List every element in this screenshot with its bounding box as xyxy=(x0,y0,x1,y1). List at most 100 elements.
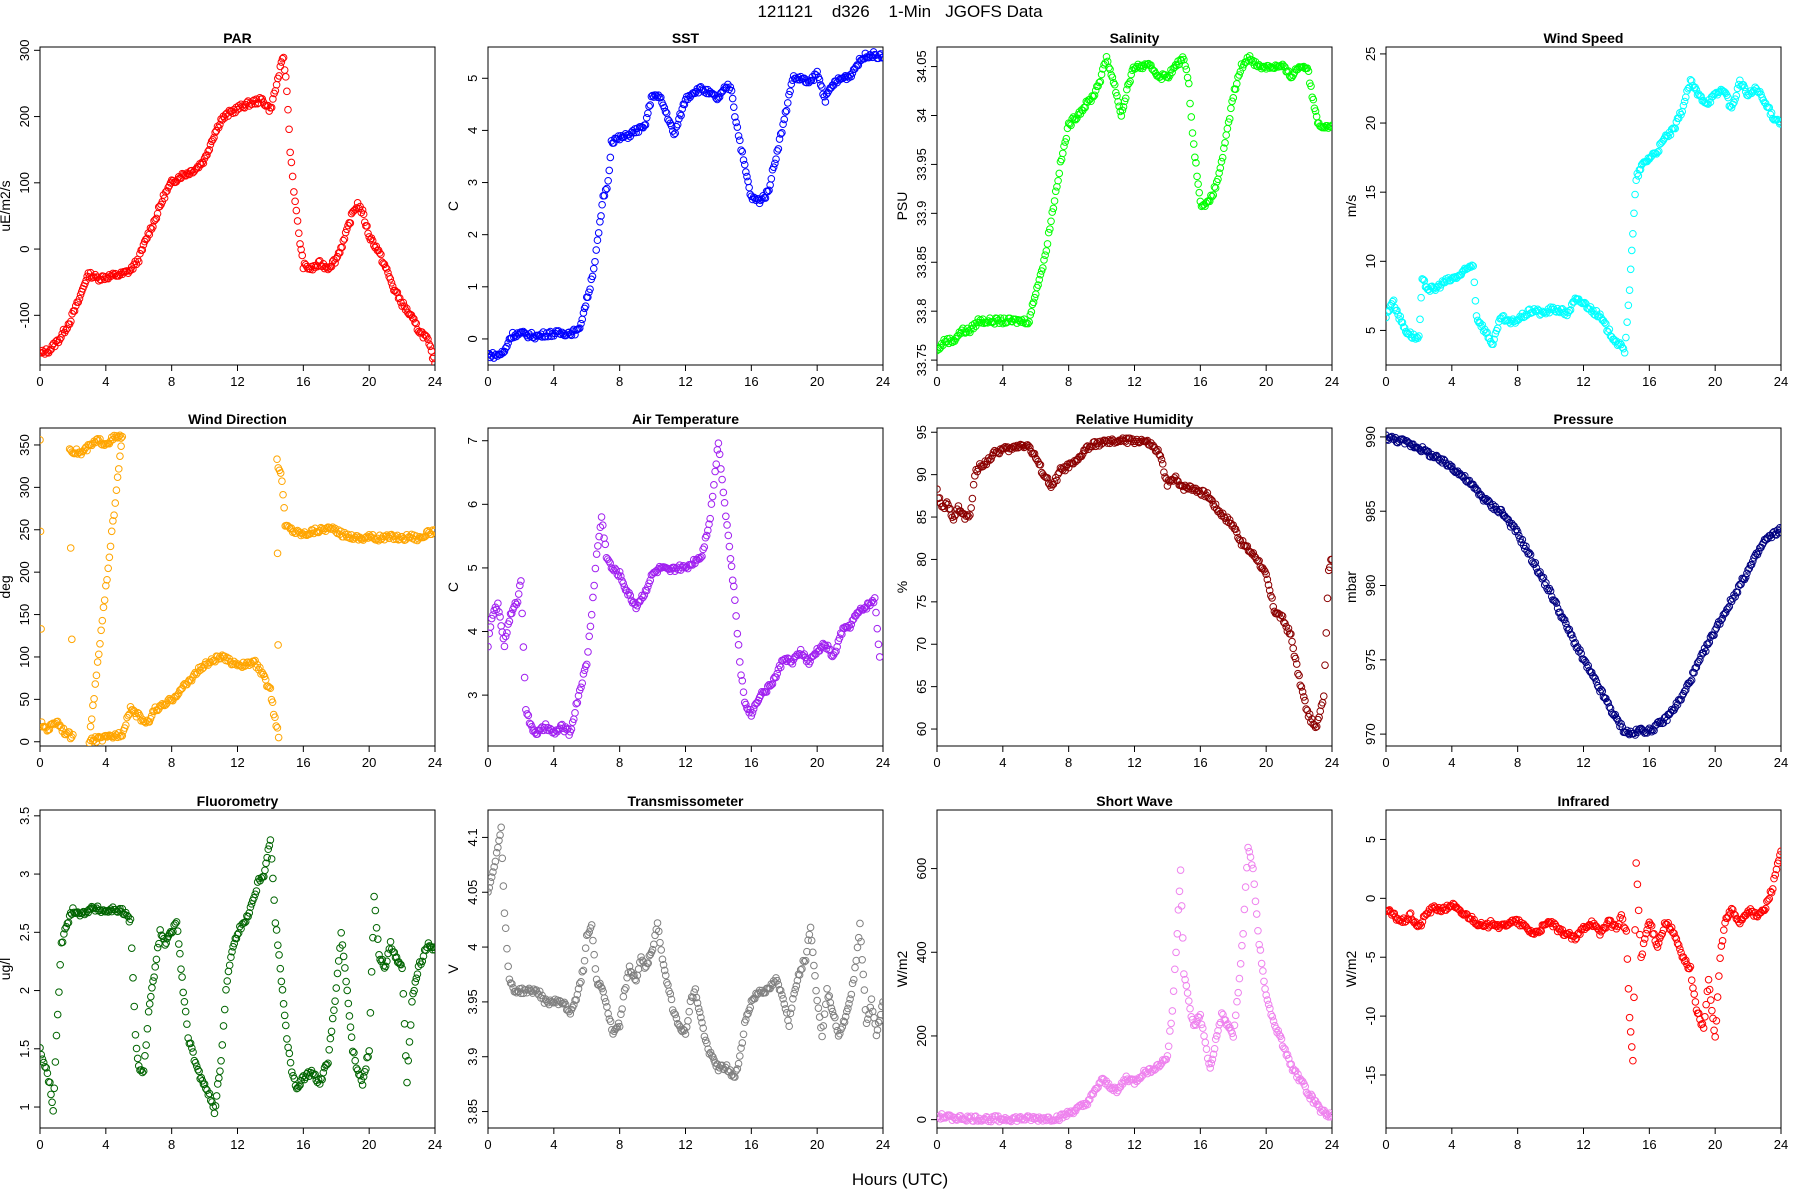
data-point xyxy=(1242,58,1250,66)
data-point xyxy=(1164,1042,1173,1051)
data-point xyxy=(181,1007,190,1016)
data-point xyxy=(657,946,666,954)
data-point xyxy=(148,983,156,992)
data-point xyxy=(1721,89,1730,97)
data-point xyxy=(800,957,809,966)
plot-frame xyxy=(1385,427,1782,747)
data-point xyxy=(496,613,504,621)
data-point xyxy=(265,841,274,850)
data-point xyxy=(431,359,435,365)
data-point xyxy=(1056,1111,1065,1120)
data-point xyxy=(164,183,172,192)
data-point xyxy=(875,653,883,661)
data-point xyxy=(344,530,352,539)
data-point xyxy=(488,350,493,358)
data-point xyxy=(672,1014,681,1023)
data-point xyxy=(648,945,657,954)
data-point xyxy=(116,904,124,913)
data-point xyxy=(1287,630,1295,638)
data-point xyxy=(1229,94,1238,102)
data-point xyxy=(66,734,75,743)
data-point xyxy=(1071,1106,1080,1115)
data-point xyxy=(656,938,664,947)
data-point xyxy=(1634,906,1643,915)
data-point xyxy=(809,651,818,660)
y-tick-label: 985 xyxy=(1363,500,1378,522)
data-point xyxy=(533,730,542,738)
data-point xyxy=(1745,564,1754,573)
data-point xyxy=(587,610,596,619)
data-point xyxy=(1231,1011,1240,1020)
data-point xyxy=(743,1010,751,1019)
data-point xyxy=(1281,619,1289,628)
x-tick-label: 16 xyxy=(1642,1137,1656,1152)
data-point xyxy=(601,998,610,1006)
data-point xyxy=(1706,996,1715,1004)
data-point xyxy=(424,335,432,344)
data-point xyxy=(666,990,675,998)
data-point xyxy=(1228,97,1236,106)
data-point xyxy=(393,531,402,540)
data-point xyxy=(869,598,878,607)
data-point xyxy=(751,994,759,1003)
data-point xyxy=(1015,316,1024,325)
data-point xyxy=(134,1062,143,1070)
data-point xyxy=(1731,95,1739,103)
data-point xyxy=(500,909,509,918)
data-point xyxy=(833,643,841,651)
data-point xyxy=(1200,1032,1208,1040)
data-point xyxy=(1394,310,1402,319)
x-tick-label: 24 xyxy=(428,374,442,389)
x-tick-label: 24 xyxy=(1774,374,1788,389)
data-point xyxy=(1328,121,1332,130)
data-point xyxy=(1710,631,1718,639)
data-point xyxy=(748,709,757,717)
data-point xyxy=(538,333,546,341)
x-tick-label: 12 xyxy=(1127,755,1141,770)
data-point xyxy=(193,668,202,677)
data-point xyxy=(277,977,286,986)
data-point xyxy=(1696,655,1704,664)
data-point xyxy=(218,116,227,124)
data-point xyxy=(363,222,371,230)
data-point xyxy=(1319,692,1328,701)
data-point xyxy=(1489,340,1497,349)
x-tick-label: 20 xyxy=(810,755,824,770)
data-point xyxy=(578,679,587,688)
data-point xyxy=(1623,955,1632,963)
data-point xyxy=(801,653,810,662)
data-point xyxy=(58,938,67,946)
data-point xyxy=(114,906,123,914)
data-point xyxy=(418,957,427,966)
x-tick-label: 8 xyxy=(168,374,175,389)
data-point xyxy=(694,554,703,562)
panel-title: Fluorometry xyxy=(197,793,279,809)
data-point xyxy=(426,342,435,351)
data-point xyxy=(1003,443,1012,451)
x-tick-label: 12 xyxy=(1576,755,1590,770)
data-point xyxy=(1678,691,1687,700)
data-point xyxy=(150,973,158,981)
data-point xyxy=(495,608,503,616)
data-point xyxy=(126,915,135,924)
data-point xyxy=(773,669,781,678)
data-point xyxy=(1680,97,1689,106)
data-point xyxy=(517,577,525,585)
data-point xyxy=(575,324,584,332)
data-point xyxy=(50,1084,59,1093)
data-point xyxy=(130,1002,139,1011)
data-point xyxy=(1327,1112,1332,1121)
data-point xyxy=(1326,563,1332,572)
data-point xyxy=(838,1023,847,1031)
data-point xyxy=(46,1078,54,1087)
data-point xyxy=(326,1034,335,1043)
data-point xyxy=(1751,83,1759,92)
data-point xyxy=(102,581,110,590)
data-point xyxy=(519,643,528,651)
data-point xyxy=(1263,575,1272,584)
data-point xyxy=(281,73,290,81)
data-point xyxy=(400,1020,409,1028)
data-point xyxy=(1245,847,1254,856)
data-point xyxy=(1249,549,1258,557)
data-point xyxy=(1479,496,1488,505)
